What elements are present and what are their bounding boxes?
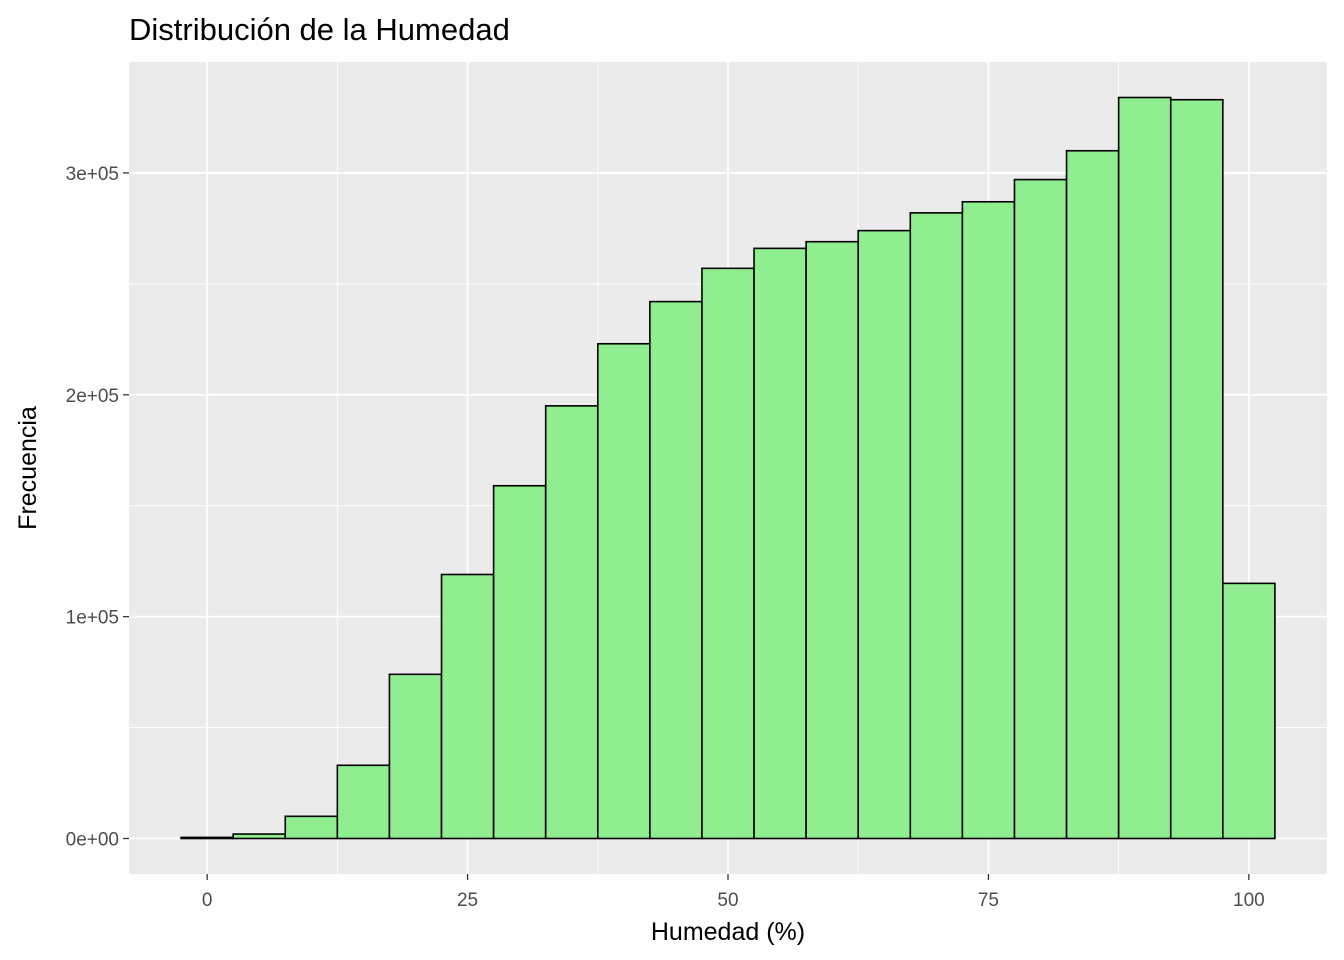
histogram-bar <box>701 267 755 840</box>
y-tick-label: 2e+05 <box>66 386 119 407</box>
histogram-bar <box>1065 149 1120 840</box>
histogram-bars <box>180 96 1276 840</box>
chart-title: Distribución de la Humedad <box>129 12 510 47</box>
histogram-bar <box>1222 582 1276 840</box>
y-tick-label: 1e+05 <box>66 608 119 629</box>
y-axis: 0e+00 1e+05 2e+05 3e+05 <box>66 164 129 851</box>
histogram-bar <box>1117 96 1172 840</box>
histogram-bar <box>961 200 1016 840</box>
histogram-bar <box>388 673 443 840</box>
histogram-bar <box>440 573 495 840</box>
histogram-bar <box>544 405 599 840</box>
histogram-bar <box>857 229 912 840</box>
histogram-bar <box>753 247 807 840</box>
x-tick-label: 25 <box>457 890 478 911</box>
histogram-bar <box>649 300 703 840</box>
x-tick-label: 50 <box>717 890 738 911</box>
histogram-bar <box>805 240 860 840</box>
y-axis-title: Frecuencia <box>14 406 42 530</box>
x-tick-label: 100 <box>1233 890 1265 911</box>
histogram-bar <box>492 484 547 840</box>
histogram-bar <box>1169 98 1224 840</box>
x-axis: 0 25 50 75 100 <box>202 874 1265 911</box>
x-tick-label: 75 <box>978 890 999 911</box>
histogram-bar <box>1013 178 1068 840</box>
y-tick-label: 0e+00 <box>66 830 119 851</box>
histogram-bar <box>336 764 391 840</box>
y-tick-label: 3e+05 <box>66 164 119 185</box>
x-axis-title: Humedad (%) <box>651 918 805 946</box>
x-tick-label: 0 <box>202 890 213 911</box>
histogram-bar <box>232 833 287 840</box>
histogram-bar <box>909 212 964 840</box>
histogram-bar <box>180 836 234 840</box>
histogram-bar <box>596 342 651 840</box>
histogram-bar <box>284 815 339 840</box>
